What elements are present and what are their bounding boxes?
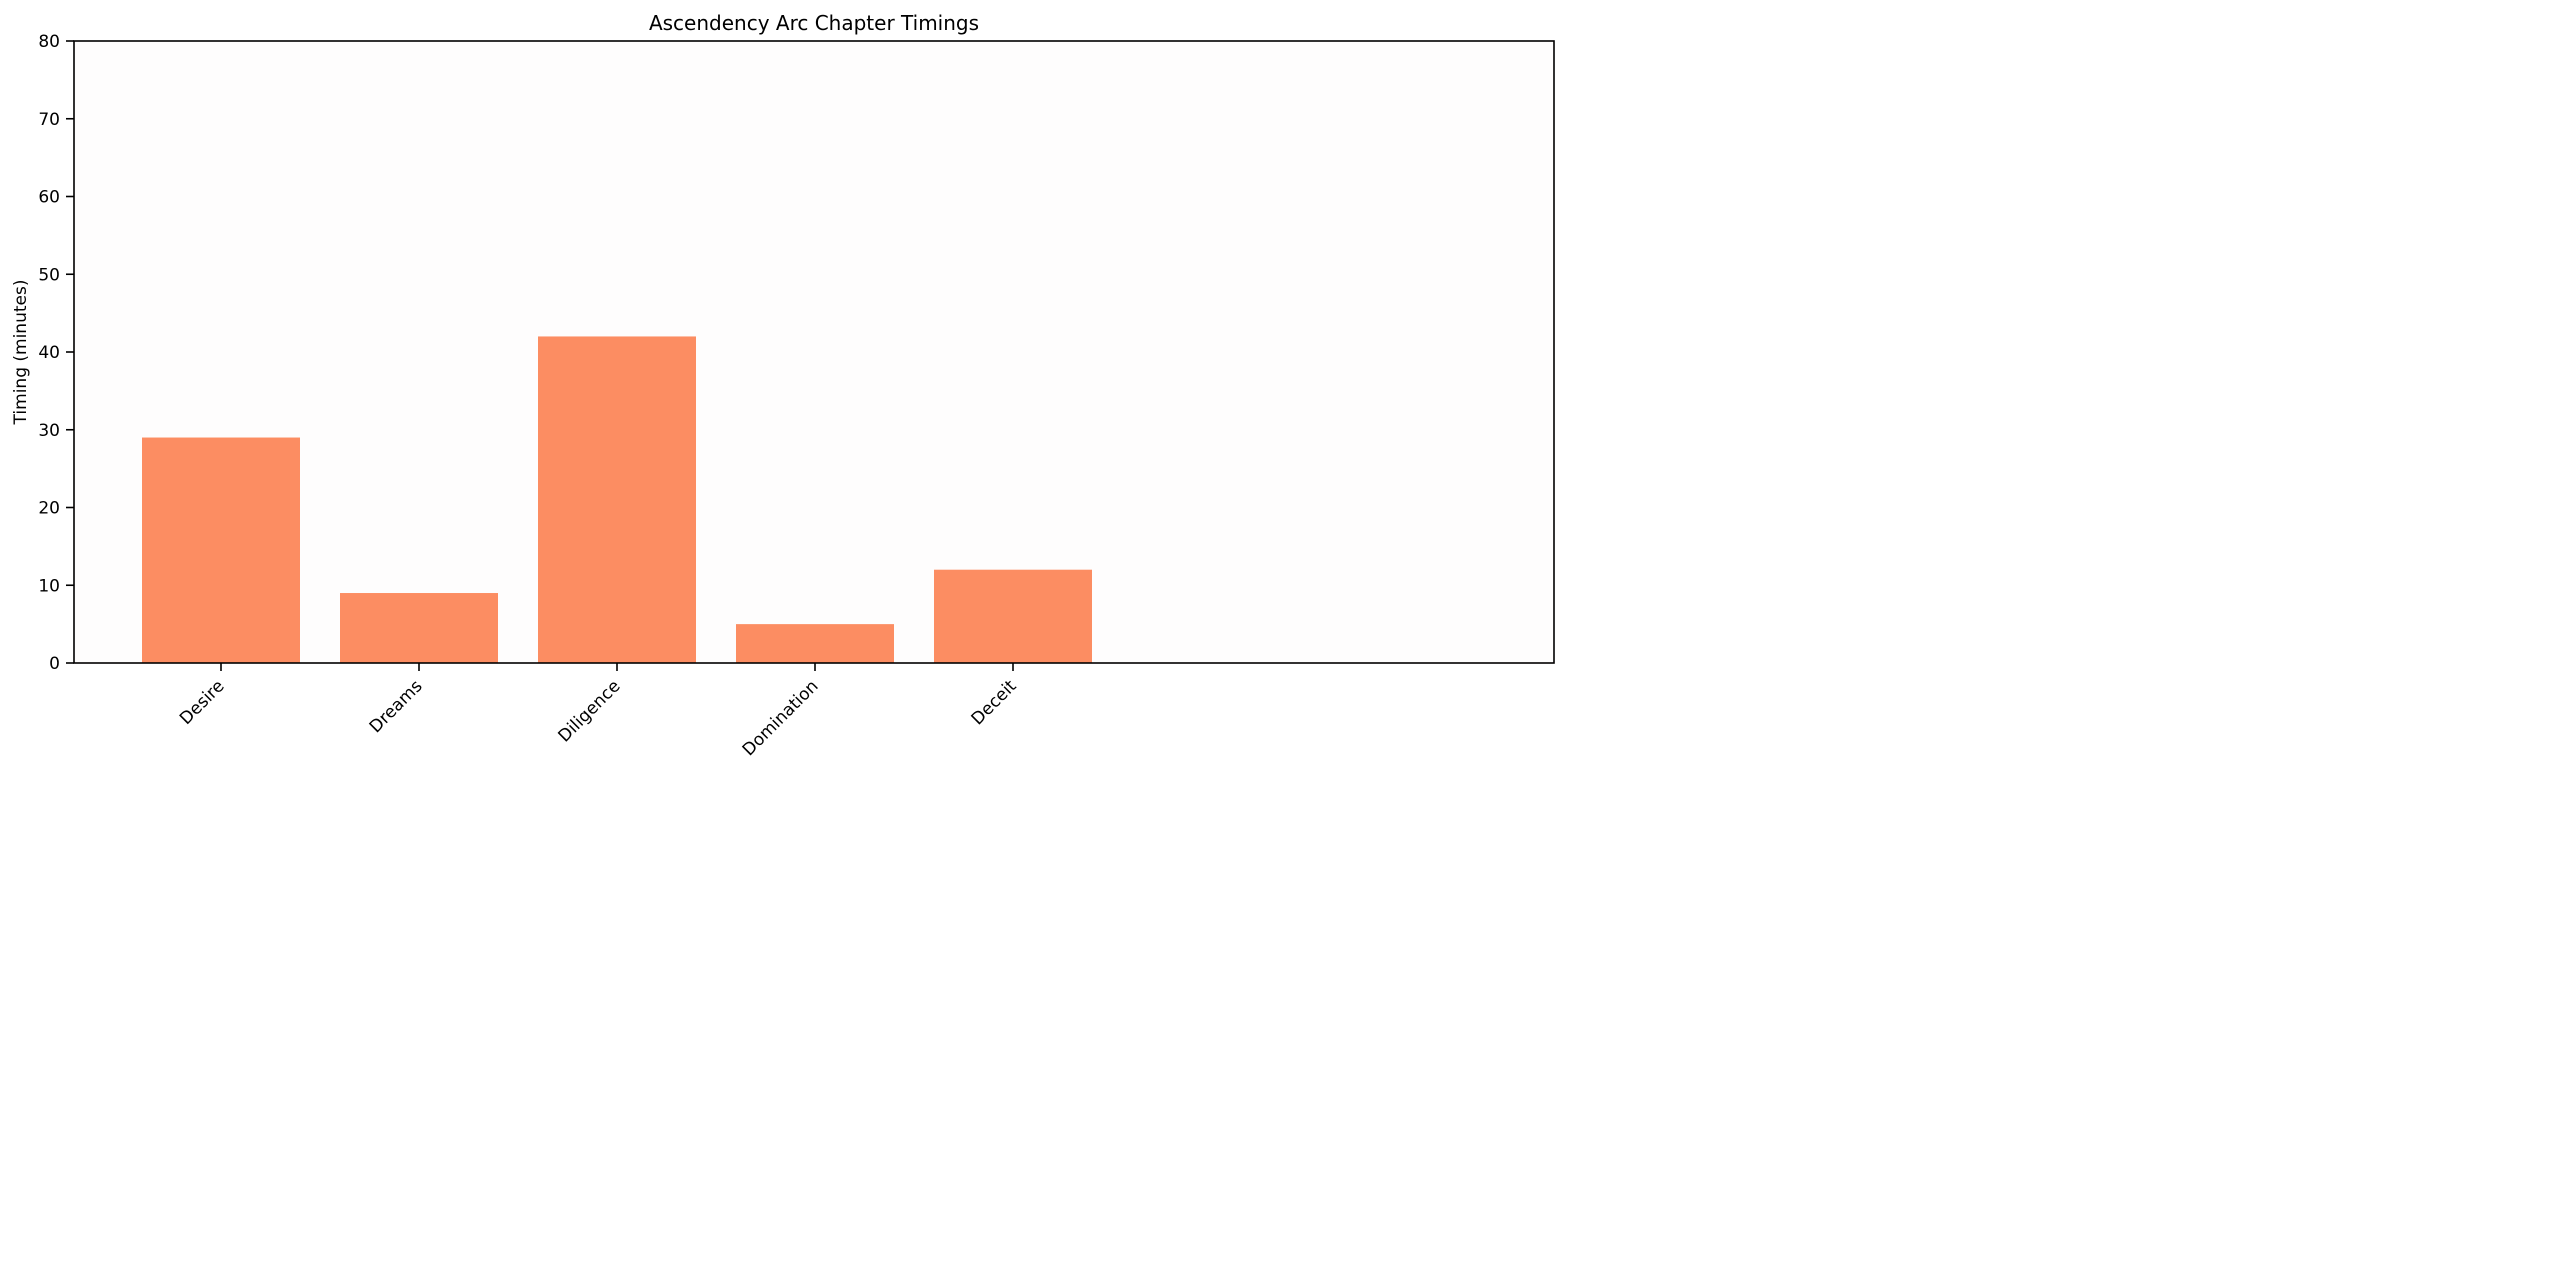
bar-diligence	[538, 336, 696, 663]
bar-deceit	[934, 569, 1092, 663]
y-tick-label: 60	[38, 188, 60, 208]
y-axis: 0 10 20 30 40 50 60 70 80	[38, 32, 74, 674]
y-tick-label: 20	[38, 499, 60, 519]
plot-frame	[73, 40, 1555, 664]
bar-domination	[736, 624, 894, 663]
y-tick-label: 0	[49, 654, 60, 674]
bars-layer	[142, 336, 1092, 663]
y-axis-label: Timing (minutes)	[11, 280, 31, 426]
y-tick-label: 10	[38, 576, 60, 596]
chart-title: Ascendency Arc Chapter Timings	[649, 11, 979, 35]
y-tick-label: 70	[38, 110, 60, 130]
y-tick-label: 50	[38, 265, 60, 285]
y-tick-label: 30	[38, 421, 60, 441]
bar-desire	[142, 437, 300, 663]
bar-dreams	[340, 593, 498, 663]
y-tick-label: 80	[38, 32, 60, 52]
plot-area	[74, 41, 1554, 663]
y-tick-label: 40	[38, 343, 60, 363]
